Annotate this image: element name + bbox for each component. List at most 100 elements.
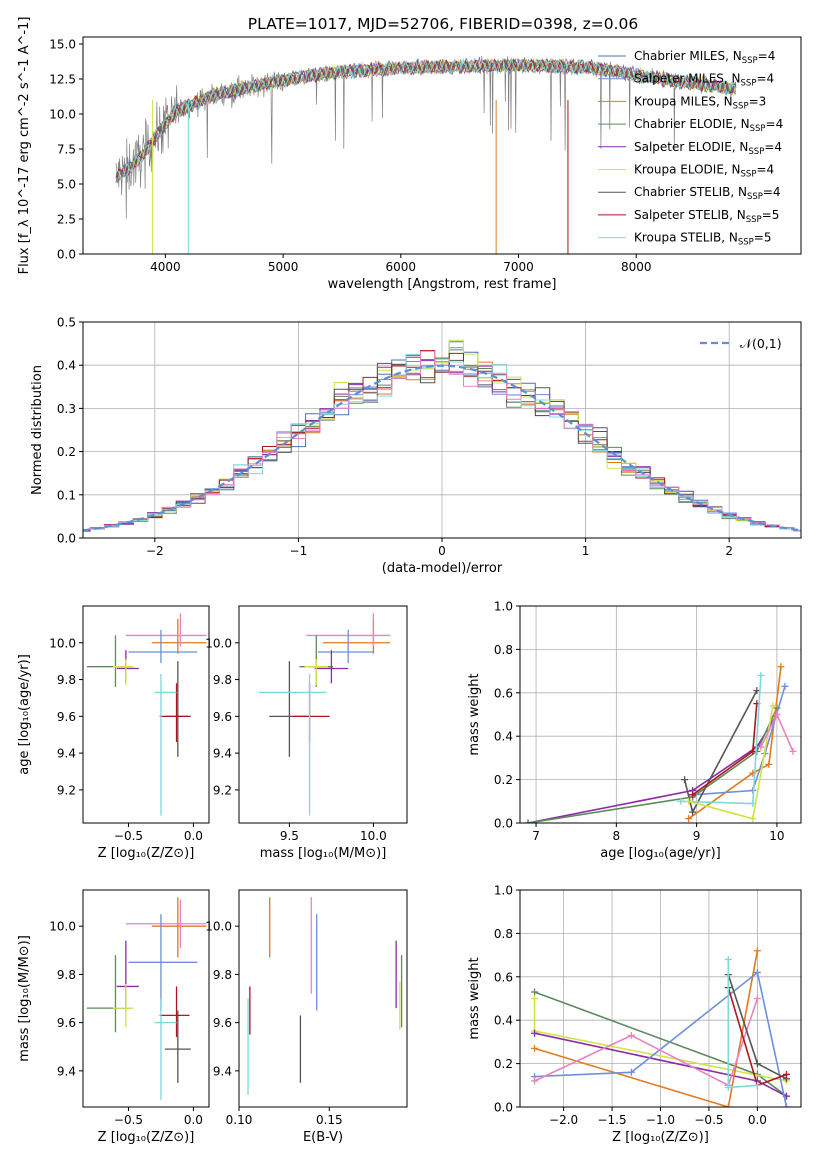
y-axis-label: Flux [f_λ 10^-17 erg cm^-2 s^-1 A^-1] <box>17 17 32 275</box>
y-tick-label: 0.5 <box>57 316 76 330</box>
y-tick-label: 0.0 <box>57 248 76 262</box>
mass-weight-marker <box>531 995 539 1002</box>
y-tick-label: 9.4 <box>213 747 232 761</box>
axes-frame <box>238 605 408 824</box>
mass-weight-line <box>534 971 788 1107</box>
axes: −0.5 0.0 9.4 9.6 9.8 10.0 Z [log₁₀(Z/Z⊙)] mass … <box>17 889 210 1145</box>
axes-frame <box>238 889 408 1108</box>
legend-count: =4 <box>766 117 784 131</box>
age-vs-mass-panel: 9.5 10.0 9.2 9.4 9.6 9.8 10.0 mass [log₁₀(M/M⊙)… <box>205 605 408 861</box>
mass-weight-marker <box>531 1044 539 1052</box>
x-tick-label: 10 <box>769 829 784 843</box>
mass-weight-marker <box>757 671 765 679</box>
mass-weight-marker <box>753 1081 761 1089</box>
y-tick-label: 0.0 <box>494 1101 513 1115</box>
mass-weight-marker <box>531 1077 539 1085</box>
x-tick-label: −0.5 <box>114 1113 143 1127</box>
model-spectrum-line <box>115 57 736 180</box>
y-axis-label: Normed distribution <box>30 365 45 495</box>
y-tick-label: 9.6 <box>213 1016 232 1030</box>
mass-weight-marker <box>681 776 689 784</box>
legend-count: =3 <box>749 94 767 108</box>
legend-label: Kroupa STELIB, NSSP=5 <box>634 231 772 248</box>
axes-frame <box>519 605 802 824</box>
x-tick-label: 0.10 <box>226 1113 253 1127</box>
figure-title: PLATE=1017, MJD=52706, FIBERID=0398, z=0… <box>248 15 638 33</box>
plot-area <box>520 606 801 823</box>
mass-weight-marker <box>753 995 761 1002</box>
plot-area <box>86 897 207 1100</box>
y-tick-label: 10.0 <box>205 920 232 934</box>
x-tick-label: 0.0 <box>184 1113 203 1127</box>
y-tick-label: 1.0 <box>494 600 513 614</box>
x-axis-label: age [log₁₀(age/yr)] <box>600 846 721 861</box>
mass-weight-marker <box>685 815 693 823</box>
legend-subscript: SSP <box>742 56 758 66</box>
axes: 4000 5000 6000 7000 8000 0.0 2.5 5.0 7.5 10.0 12.5… <box>17 17 802 292</box>
x-axis-label: mass [log₁₀(M/M⊙)] <box>260 846 387 861</box>
y-tick-label: 0.4 <box>494 1014 513 1028</box>
y-tick-label: 0.2 <box>494 773 513 787</box>
x-tick-label: 9 <box>693 829 701 843</box>
mass-weight-marker <box>749 815 757 823</box>
mass-weight-line <box>534 998 759 1087</box>
mass-weight-marker <box>777 663 785 671</box>
x-tick-label: 0.0 <box>184 829 203 843</box>
age-vs-metallicity-panel: −0.5 0.0 9.2 9.4 9.6 9.8 10.0 Z [log₁₀(Z/Z⊙)] ag… <box>17 605 210 861</box>
x-tick-label: 0 <box>438 544 446 558</box>
x-tick-label: −0.5 <box>114 829 143 843</box>
x-tick-label: −2 <box>146 544 164 558</box>
y-tick-label: 15.0 <box>49 38 76 52</box>
axes: 7 8 9 10 0.0 0.2 0.4 0.6 0.8 1.0 age [log₁₀(age/yr… <box>467 600 802 861</box>
y-tick-label: 9.8 <box>213 673 232 687</box>
mass-weight-marker <box>765 760 773 768</box>
legend-count: =4 <box>756 163 774 177</box>
y-tick-label: 0.8 <box>494 643 513 657</box>
mass-weight-marker <box>753 947 761 955</box>
y-tick-label: 10.0 <box>49 920 76 934</box>
model-spectrum-line <box>115 58 736 183</box>
y-tick-label: 9.4 <box>57 747 76 761</box>
x-tick-label: 10.0 <box>360 829 387 843</box>
y-tick-label: 0.0 <box>494 817 513 831</box>
y-tick-label: 10.0 <box>49 636 76 650</box>
normal-distribution-curve <box>83 364 801 532</box>
x-tick-label: 0.0 <box>748 1113 767 1127</box>
x-tick-label: 9.5 <box>280 829 299 843</box>
mass-weight-marker <box>749 747 757 755</box>
legend-label: 𝒩(0,1) <box>740 336 782 351</box>
legend-subscript: SSP <box>746 215 762 225</box>
y-tick-label: 0.4 <box>57 359 76 373</box>
mass-weight-vs-metallicity-panel: −2.0 −1.5 −1.0 −0.5 0.0 0.0 0.2 0.4 0.6 0.8 1.0 Z [… <box>467 884 802 1145</box>
x-axis-label: Z [log₁₀(Z/Z⊙)] <box>98 1130 195 1145</box>
y-tick-label: 0.3 <box>57 402 76 416</box>
mass-weight-marker <box>782 1103 790 1107</box>
x-tick-label: 6000 <box>386 260 417 274</box>
y-tick-label: 9.8 <box>213 968 232 982</box>
mass-weight-vs-age-panel: 7 8 9 10 0.0 0.2 0.4 0.6 0.8 1.0 age [log₁₀(age/yr… <box>467 600 802 861</box>
y-tick-label: 9.8 <box>57 673 76 687</box>
x-tick-label: −2.0 <box>549 1113 578 1127</box>
x-tick-label: −1 <box>290 544 308 558</box>
legend-subscript: SSP <box>741 79 757 89</box>
legend-label: Salpeter STELIB, NSSP=5 <box>634 208 779 225</box>
y-tick-label: 10.0 <box>49 108 76 122</box>
y-tick-label: 0.2 <box>494 1057 513 1071</box>
legend-subscript: SSP <box>747 192 763 202</box>
y-axis-label: mass [log₁₀(M/M⊙)] <box>17 935 32 1062</box>
legend-count: =5 <box>762 208 780 222</box>
y-tick-label: 0.8 <box>494 927 513 941</box>
x-axis-label: wavelength [Angstrom, rest frame] <box>328 277 557 292</box>
y-tick-label: 1.0 <box>494 884 513 898</box>
mass-weight-marker <box>753 1060 761 1068</box>
mass-weight-line <box>688 666 782 820</box>
mass-weight-marker <box>773 711 781 718</box>
axes: 0.10 0.15 9.4 9.6 9.8 10.0 E(B-V) <box>205 889 408 1145</box>
legend-subscript: SSP <box>748 147 764 157</box>
mass-weight-marker <box>531 988 539 996</box>
x-tick-label: 7 <box>532 829 540 843</box>
x-axis-label: Z [log₁₀(Z/Z⊙)] <box>98 846 195 861</box>
mass-weight-marker <box>782 1070 790 1078</box>
y-tick-label: 10.0 <box>205 636 232 650</box>
